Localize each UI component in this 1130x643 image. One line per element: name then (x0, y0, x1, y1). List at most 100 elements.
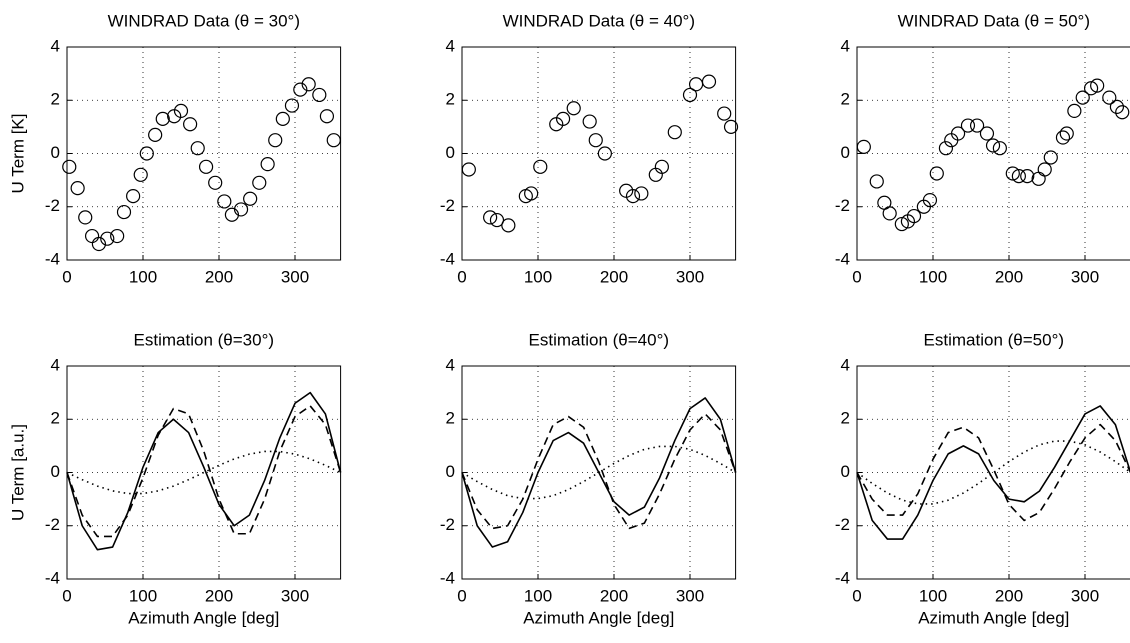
y-tick-label: 4 (446, 355, 455, 374)
y-tick-label: 4 (841, 355, 850, 374)
data-point (319, 109, 335, 124)
line-series (66, 391, 342, 551)
data-point (1067, 103, 1082, 119)
data-point (84, 228, 100, 244)
y-axis-label: U Term [a.u.] (8, 424, 27, 521)
data-point (155, 111, 170, 126)
line-series (856, 405, 1130, 540)
y-axis-label: U Term [K] (8, 114, 27, 194)
y-tick-label: 0 (841, 143, 850, 162)
x-tick-label: 300 (281, 586, 309, 605)
y-tick-label: 0 (446, 143, 455, 162)
data-point (483, 210, 498, 225)
data-point (139, 146, 154, 161)
x-tick-label: 300 (676, 586, 704, 605)
data-point (461, 162, 476, 177)
data-point (1011, 169, 1026, 184)
data-point (938, 141, 954, 156)
axes-frame (461, 46, 737, 261)
data-point (1037, 162, 1052, 177)
y-tick-label: -4 (45, 249, 60, 268)
data-point (723, 119, 739, 134)
data-point (284, 98, 300, 113)
data-point (582, 114, 597, 129)
data-point (929, 166, 944, 181)
x-tick-label: 100 (129, 586, 157, 605)
data-point (625, 189, 641, 204)
y-tick-label: 2 (841, 90, 850, 109)
x-tick-label: 300 (281, 267, 309, 286)
axes-frame (66, 46, 342, 261)
y-tick-label: -2 (440, 515, 455, 534)
x-axis-label: Azimuth Angle [deg] (918, 608, 1069, 627)
y-tick-label: 0 (51, 143, 60, 162)
y-tick-label: 4 (446, 36, 455, 55)
y-tick-label: 2 (51, 90, 60, 109)
data-point (969, 118, 985, 133)
data-point (501, 218, 516, 233)
data-point (1090, 78, 1105, 93)
data-point (70, 181, 85, 196)
line-series (856, 423, 1130, 522)
x-tick-label: 100 (524, 586, 552, 605)
x-tick-label: 300 (1071, 267, 1099, 286)
data-point (268, 133, 283, 148)
x-tick-label: 0 (852, 267, 861, 286)
data-point (1115, 105, 1130, 120)
chart-title: Estimation (θ=50°) (924, 330, 1065, 349)
data-point (992, 141, 1007, 156)
y-tick-label: 4 (51, 36, 60, 55)
x-tick-label: 200 (205, 267, 233, 286)
data-point (1083, 81, 1099, 96)
data-point (326, 133, 341, 148)
data-point (566, 101, 581, 116)
x-axis-label: Azimuth Angle [deg] (523, 608, 674, 627)
x-tick-label: 200 (600, 267, 628, 286)
y-tick-label: -2 (835, 515, 850, 534)
data-point (922, 192, 938, 208)
y-tick-label: -2 (45, 196, 60, 215)
y-tick-label: 4 (51, 355, 60, 374)
data-point (1043, 150, 1058, 165)
x-tick-label: 100 (919, 586, 947, 605)
data-point (524, 186, 539, 201)
x-tick-label: 100 (129, 267, 157, 286)
line-series (856, 440, 1130, 505)
data-point (654, 159, 669, 174)
y-tick-label: 2 (446, 409, 455, 428)
data-point (588, 133, 603, 148)
data-point (1075, 90, 1090, 105)
chart-title: WINDRAD Data (θ = 30°) (108, 11, 300, 30)
y-tick-label: 2 (51, 409, 60, 428)
chart-title: WINDRAD Data (θ = 40°) (503, 11, 695, 30)
data-point (148, 127, 163, 142)
data-point (688, 77, 704, 92)
data-point (1005, 166, 1020, 181)
subplot: 0 100 200 300 -4 -2 0 2 4 WINDRAD Data (θ = 40°) (440, 11, 739, 286)
data-point (78, 210, 93, 225)
data-point (217, 194, 232, 209)
y-tick-label: -2 (440, 196, 455, 215)
x-tick-label: 300 (1071, 586, 1099, 605)
x-tick-label: 200 (205, 586, 233, 605)
data-point (275, 111, 290, 126)
x-tick-label: 0 (62, 267, 71, 286)
y-tick-label: -4 (835, 249, 850, 268)
data-point (906, 208, 922, 224)
chart-title: Estimation (θ=30°) (134, 330, 275, 349)
axes-frame (856, 46, 1130, 261)
subplot: 0 100 200 300 -4 -2 0 2 4 Estimation (θ=40°) Azimu… (440, 330, 737, 627)
data-point (717, 106, 732, 121)
line-series (461, 413, 737, 530)
y-tick-label: 0 (51, 462, 60, 481)
data-point (869, 174, 884, 189)
data-point (110, 228, 125, 244)
data-point (701, 74, 717, 89)
data-point (1031, 171, 1046, 186)
data-point (183, 117, 198, 132)
data-point (894, 216, 909, 232)
x-tick-label: 0 (62, 586, 71, 605)
data-point (634, 186, 649, 201)
y-tick-label: -2 (835, 196, 850, 215)
data-point (1109, 99, 1125, 115)
